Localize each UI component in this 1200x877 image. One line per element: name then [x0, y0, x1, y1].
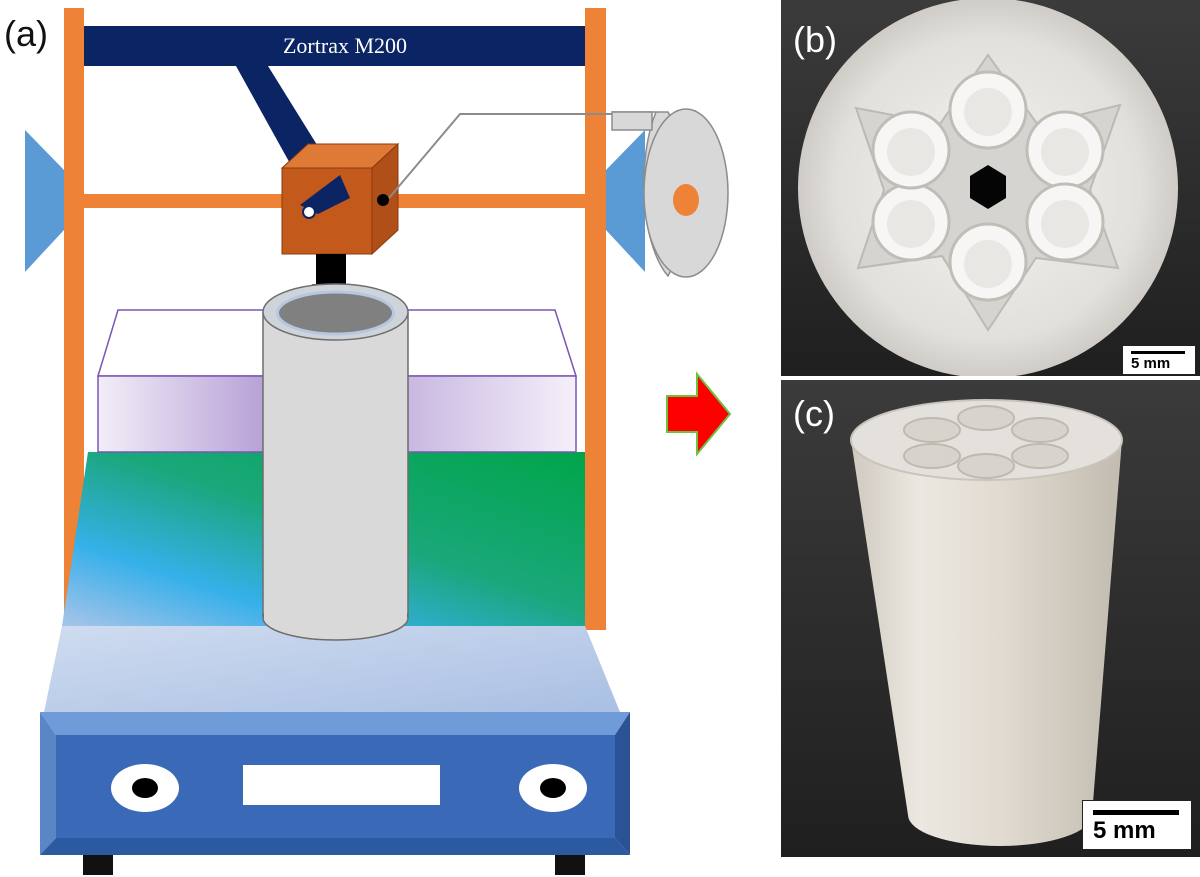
gantry-bar: [84, 26, 585, 66]
scale-bar-b-label: 5 mm: [1131, 355, 1171, 372]
right-arrow-icon: [666, 371, 732, 457]
extruder-head: [280, 142, 400, 256]
build-plate: [44, 626, 620, 712]
scale-bar-b-line: [1131, 351, 1185, 354]
center-channel: [970, 165, 1006, 209]
filament-line: [388, 113, 612, 199]
scale-bar-c-line: [1093, 810, 1179, 815]
photo-top-view: [781, 0, 1200, 378]
right-fan-icon: [606, 130, 645, 272]
printed-cylinder: [262, 283, 409, 641]
frame-right-upright: [585, 8, 606, 630]
spool-icon: [611, 108, 729, 278]
scale-bar-c: 5 mm: [1082, 800, 1192, 850]
right-foot: [555, 855, 585, 875]
printer-schematic: Zortrax M200: [25, 8, 729, 875]
printer-name: Zortrax M200: [283, 33, 407, 58]
display-window: [243, 765, 440, 805]
panel-label-b: (b): [793, 19, 837, 60]
frame-left-upright: [64, 8, 84, 630]
printer-base: [40, 712, 630, 875]
nozzle: [316, 254, 346, 284]
scale-bar-c-label: 5 mm: [1093, 817, 1156, 844]
photo-side-view: [781, 380, 1200, 857]
panel-label-a: (a): [4, 13, 48, 54]
left-fan-icon: [25, 130, 64, 272]
panel-label-c: (c): [793, 393, 835, 434]
scale-bar-b: 5 mm: [1122, 345, 1196, 375]
left-foot: [83, 855, 113, 875]
